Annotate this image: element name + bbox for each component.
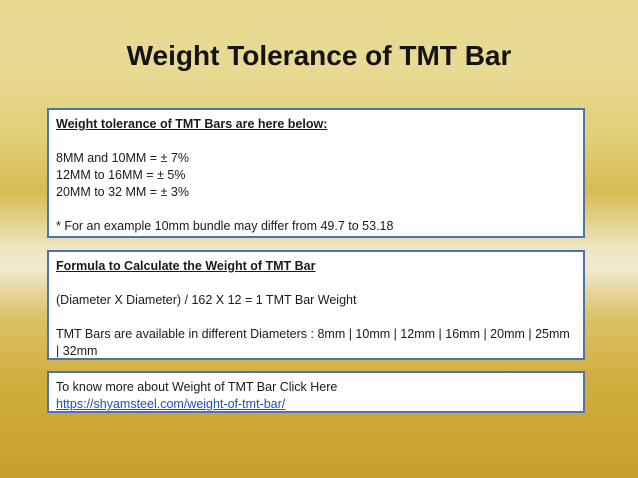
more-info-text: To know more about Weight of TMT Bar Cli… — [56, 380, 338, 394]
formula-text: (Diameter X Diameter) / 162 X 12 = 1 TMT… — [56, 293, 357, 307]
tolerance-line: 20MM to 32 MM = ± 3% — [56, 185, 189, 199]
tolerance-heading: Weight tolerance of TMT Bars are here be… — [56, 117, 328, 131]
spacer — [56, 309, 575, 326]
spacer — [56, 133, 575, 150]
tolerance-line: 12MM to 16MM = ± 5% — [56, 168, 186, 182]
spacer — [56, 201, 575, 218]
slide-title: Weight Tolerance of TMT Bar — [126, 40, 512, 71]
tolerance-note: * For an example 10mm bundle may differ … — [56, 219, 394, 233]
tolerance-box: Weight tolerance of TMT Bars are here be… — [47, 108, 585, 238]
formula-heading: Formula to Calculate the Weight of TMT B… — [56, 259, 316, 273]
more-info-box: To know more about Weight of TMT Bar Cli… — [47, 371, 585, 413]
formula-box: Formula to Calculate the Weight of TMT B… — [47, 250, 585, 360]
more-info-link[interactable]: https://shyamsteel.com/weight-of-tmt-bar… — [56, 397, 286, 411]
spacer — [56, 275, 575, 292]
diameters-text: TMT Bars are available in different Diam… — [56, 327, 570, 358]
tolerance-line: 8MM and 10MM = ± 7% — [56, 151, 189, 165]
